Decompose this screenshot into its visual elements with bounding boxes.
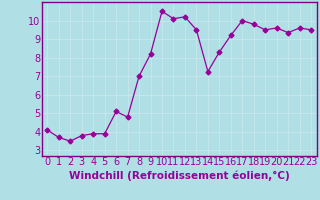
X-axis label: Windchill (Refroidissement éolien,°C): Windchill (Refroidissement éolien,°C) — [69, 170, 290, 181]
